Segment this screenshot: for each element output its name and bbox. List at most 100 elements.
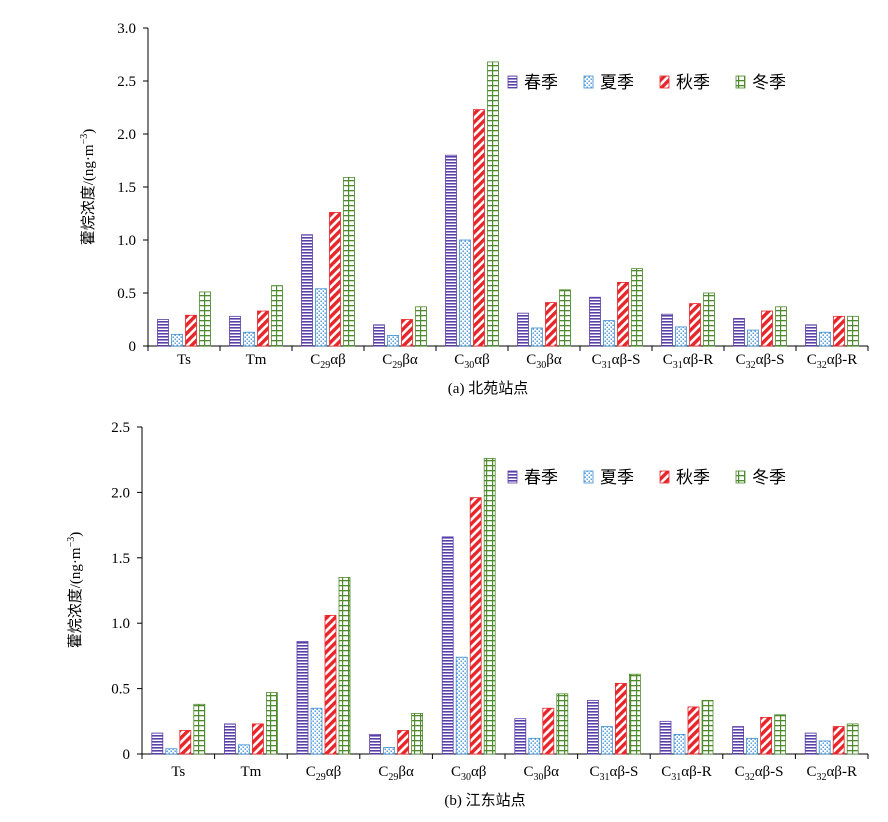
bar-winter-1 — [271, 285, 283, 347]
bar-autumn-3 — [397, 730, 410, 755]
bar-spring-6 — [587, 699, 599, 755]
legend-swatch-autumn — [659, 470, 670, 484]
y-tick-label: 1.5 — [117, 180, 136, 196]
x-category-label: C29αβ — [310, 352, 346, 371]
bar-autumn-1 — [257, 310, 269, 347]
x-category-label: Tm — [240, 764, 261, 780]
bar-winter-6 — [631, 268, 643, 347]
bar-summer-1 — [237, 744, 250, 755]
legend-swatch-autumn — [659, 75, 670, 89]
legend: 春季 夏季 秋季 冬季 — [507, 73, 786, 92]
legend-swatch-winter — [735, 470, 746, 484]
legend-swatch-summer — [583, 470, 594, 484]
x-category-label: C32αβ-R — [807, 352, 858, 371]
legend-swatch-winter — [735, 75, 746, 89]
bar-summer-2 — [315, 288, 327, 347]
y-tick-label: 2.5 — [111, 420, 130, 436]
bar-spring-1 — [223, 723, 236, 755]
bar-spring-8 — [732, 726, 744, 755]
bar-autumn-4 — [469, 497, 482, 755]
legend-swatch-spring — [507, 75, 518, 89]
y-tick-label: 1.5 — [111, 551, 130, 567]
bar-winter-7 — [701, 699, 714, 755]
y-tick-label: 0.5 — [111, 682, 130, 698]
bar-winter-6 — [629, 673, 641, 755]
legend-label-spring: 春季 — [524, 468, 558, 487]
y-axis-label: 藿烷浓度/(ng·m−3) — [79, 129, 97, 245]
bar-summer-4 — [455, 656, 468, 755]
bar-summer-2 — [310, 707, 323, 755]
legend-label-autumn: 秋季 — [676, 468, 710, 487]
x-category-label: C32αβ-S — [736, 352, 785, 371]
y-tick-label: 0 — [129, 339, 137, 355]
bar-spring-1 — [229, 315, 241, 347]
y-axis-label: 藿烷浓度/(ng·m−3) — [66, 532, 84, 648]
bar-winter-2 — [343, 177, 355, 347]
legend-label-summer: 夏季 — [600, 73, 634, 92]
bar-autumn-2 — [324, 614, 337, 755]
y-tick-label: 3.0 — [117, 21, 136, 37]
x-category-label: C31αβ-R — [661, 764, 712, 783]
bar-spring-5 — [517, 312, 529, 347]
bar-winter-3 — [411, 713, 424, 755]
bar-winter-9 — [847, 315, 859, 347]
bar-autumn-0 — [185, 314, 197, 347]
bar-spring-3 — [369, 733, 382, 755]
bar-spring-2 — [301, 234, 313, 347]
x-category-label: C30βα — [526, 352, 562, 371]
bar-autumn-5 — [545, 302, 557, 347]
bar-summer-3 — [387, 334, 399, 347]
bar-winter-5 — [556, 693, 569, 755]
bar-summer-1 — [243, 331, 255, 347]
bar-autumn-6 — [617, 281, 629, 347]
bar-summer-6 — [601, 726, 613, 755]
bar-autumn-7 — [689, 303, 701, 347]
y-tick-label: 1.0 — [111, 616, 130, 632]
chart-caption: (b) 江东站点 — [444, 792, 525, 809]
bar-spring-9 — [805, 324, 817, 347]
bar-autumn-4 — [473, 109, 485, 347]
bar-autumn-6 — [615, 682, 627, 755]
y-tick-label: 0.5 — [117, 286, 136, 302]
legend-label-winter: 冬季 — [752, 468, 786, 487]
bar-winter-2 — [338, 577, 351, 755]
bar-summer-0 — [171, 333, 183, 347]
x-category-label: C30βα — [524, 764, 560, 783]
bar-summer-8 — [747, 329, 759, 347]
bar-spring-8 — [733, 318, 745, 347]
y-tick-label: 1.0 — [117, 233, 136, 249]
legend: 春季 夏季 秋季 冬季 — [507, 468, 786, 487]
y-tick-label: 2.0 — [117, 127, 136, 143]
legend-label-spring: 春季 — [524, 73, 558, 92]
bar-winter-7 — [703, 292, 715, 347]
bar-autumn-5 — [542, 707, 555, 755]
bar-winter-8 — [774, 714, 786, 755]
x-category-label: C31αβ-S — [592, 352, 641, 371]
bar-autumn-8 — [761, 310, 773, 347]
bar-summer-8 — [746, 737, 758, 755]
bar-summer-6 — [603, 320, 615, 347]
bar-summer-7 — [675, 326, 687, 347]
bar-summer-5 — [531, 327, 543, 347]
y-tick-label: 2.0 — [111, 485, 130, 501]
x-category-label: C32αβ-S — [735, 764, 784, 783]
bar-autumn-1 — [251, 723, 264, 755]
x-category-label: C29αβ — [306, 764, 342, 783]
bar-autumn-7 — [687, 706, 700, 755]
bar-summer-4 — [459, 239, 471, 347]
bar-summer-5 — [528, 737, 541, 755]
x-category-label: C31αβ-S — [589, 764, 638, 783]
legend-label-autumn: 秋季 — [676, 73, 710, 92]
bar-winter-3 — [415, 306, 427, 347]
y-tick-label: 0 — [123, 747, 131, 763]
legend-swatch-spring — [507, 470, 518, 484]
x-category-label: C31αβ-R — [663, 352, 714, 371]
bar-autumn-0 — [179, 730, 192, 755]
bar-autumn-9 — [833, 315, 845, 347]
bar-spring-7 — [661, 313, 673, 347]
bar-winter-1 — [265, 692, 278, 755]
bar-winter-9 — [846, 723, 859, 755]
bar-spring-5 — [514, 718, 527, 755]
x-category-label: C29βα — [378, 764, 414, 783]
